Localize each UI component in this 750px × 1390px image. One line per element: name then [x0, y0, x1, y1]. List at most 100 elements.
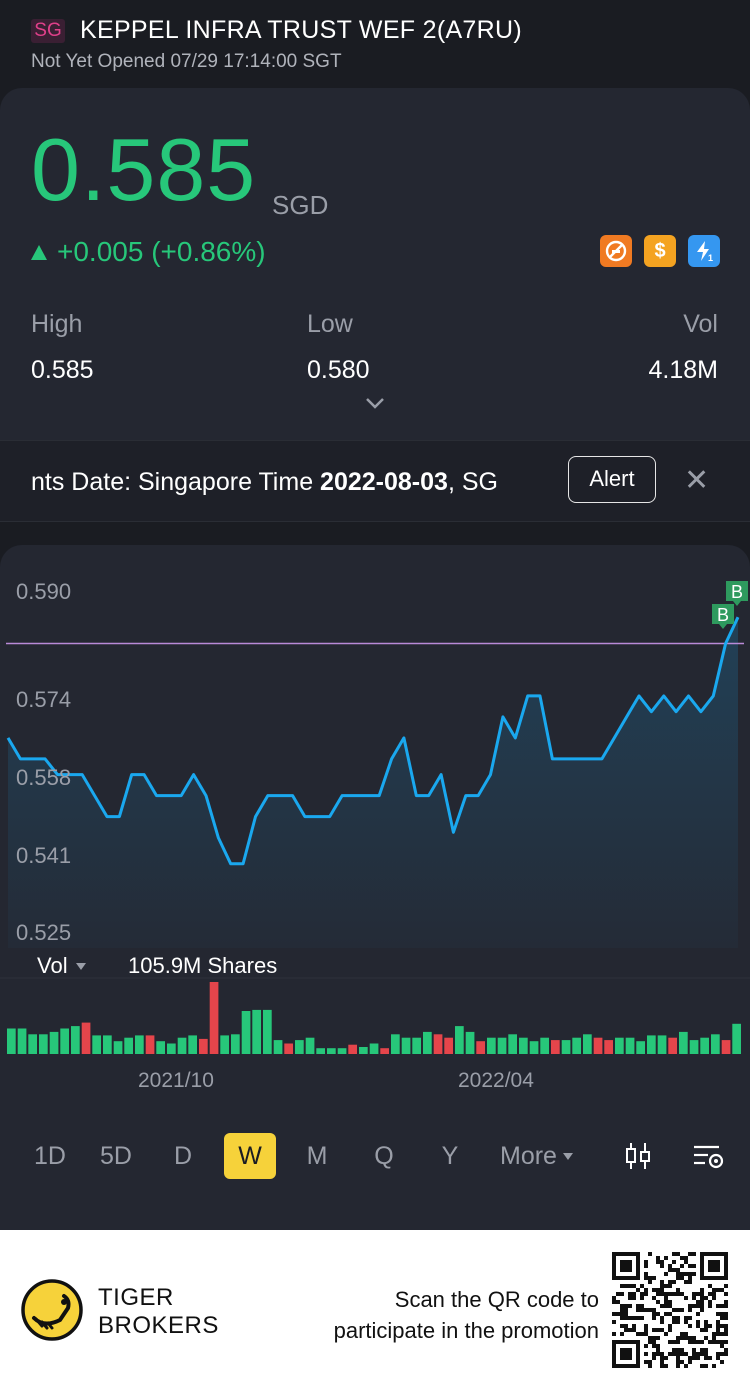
volume-bar — [647, 1035, 656, 1054]
alert-button[interactable]: Alert — [568, 456, 656, 503]
volume-bar — [337, 1048, 347, 1054]
volume-bar — [561, 1040, 571, 1054]
period-w[interactable]: W — [224, 1133, 276, 1179]
volume-bar — [412, 1037, 421, 1054]
volume-bar — [476, 1041, 485, 1054]
volume-bar — [721, 1040, 731, 1054]
chevron-down-icon[interactable] — [364, 396, 386, 410]
volume-bar — [551, 1040, 560, 1054]
dollar-icon[interactable]: $ — [644, 235, 676, 267]
volume-bar — [679, 1031, 688, 1054]
volume-total: 105.9M Shares — [128, 953, 278, 978]
price-chart[interactable]: BB — [0, 0, 750, 1230]
volume-bar — [700, 1037, 709, 1054]
y-tick-label: 0.525 — [16, 920, 72, 945]
period-1d[interactable]: 1D — [34, 1142, 66, 1170]
volume-bar — [7, 1028, 16, 1054]
period-d[interactable]: D — [173, 1142, 193, 1170]
volume-bar — [455, 1026, 464, 1054]
volume-bar — [316, 1048, 325, 1054]
y-tick-label: 0.558 — [16, 765, 72, 790]
flash-icon[interactable]: 1 — [688, 235, 720, 267]
notice-suffix: , SG — [447, 468, 498, 496]
volume-bar — [39, 1034, 48, 1054]
quote-badges: $ 1 — [600, 235, 720, 267]
promo-line-2: participate in the promotion — [333, 1318, 599, 1343]
y-tick-label: 0.541 — [16, 843, 72, 868]
volume-indicator-selector[interactable]: Vol — [37, 953, 86, 979]
volume-bar — [391, 1034, 400, 1054]
volume-bar — [156, 1041, 165, 1054]
period-5d[interactable]: 5D — [100, 1142, 132, 1170]
volume-bar — [433, 1034, 443, 1054]
volume-bar — [124, 1037, 133, 1054]
close-icon[interactable]: ✕ — [684, 464, 710, 497]
buy-marker[interactable]: B — [712, 604, 734, 629]
x-tick-label: 2021/10 — [138, 1069, 214, 1092]
quote-panel: 0.585 SGD +0.005 (+0.86%) $ 1 High 0.585… — [0, 88, 750, 440]
volume-bar — [348, 1044, 357, 1054]
volume-bar — [188, 1035, 197, 1054]
notice-banner: nts Date: Singapore Time 2022-08-03, SG … — [0, 440, 750, 522]
volume-bar — [81, 1022, 91, 1054]
volume-bar — [732, 1023, 741, 1054]
volume-bar — [284, 1043, 293, 1054]
y-tick-label: 0.590 — [16, 579, 72, 604]
period-m[interactable]: M — [306, 1142, 328, 1170]
volume-bar — [209, 982, 219, 1054]
volume-bar — [241, 1011, 251, 1054]
volume-bar — [199, 1038, 208, 1054]
volume-bar — [145, 1035, 155, 1054]
volume-bar — [497, 1037, 507, 1054]
no-short-icon[interactable] — [600, 235, 632, 267]
market-status: Not Yet Opened 07/29 17:14:00 SGT — [31, 51, 342, 72]
chart-settings-icon[interactable] — [691, 1141, 725, 1171]
market-badge: SG — [31, 19, 65, 43]
volume-bar — [508, 1034, 517, 1054]
svg-text:B: B — [717, 605, 729, 625]
high-label: High — [31, 310, 83, 338]
volume-bar — [71, 1026, 80, 1054]
period-more[interactable]: More — [500, 1133, 592, 1179]
volume-label: Vol — [683, 310, 718, 338]
volume-bar — [465, 1031, 475, 1054]
notice-date: 2022-08-03 — [320, 468, 448, 496]
volume-bar — [49, 1031, 59, 1054]
volume-bar — [327, 1048, 336, 1054]
qr-code-icon[interactable] — [612, 1252, 728, 1368]
period-selector: 1D 5D D W M Q Y More — [0, 1133, 750, 1179]
volume-bar — [689, 1040, 699, 1054]
volume-bar — [583, 1034, 592, 1054]
brand-line-2: BROKERS — [98, 1312, 219, 1339]
brand-line-1: TIGER — [98, 1284, 174, 1311]
volume-bar — [92, 1035, 101, 1054]
volume-bar — [487, 1037, 496, 1054]
last-price: 0.585 — [31, 120, 257, 219]
y-tick-label: 0.574 — [16, 687, 72, 712]
volume-bar — [359, 1047, 368, 1054]
volume-bar — [135, 1035, 144, 1054]
buy-marker[interactable]: B — [726, 581, 748, 606]
volume-bar — [369, 1043, 379, 1054]
volume-bar — [17, 1028, 27, 1054]
volume-bar — [519, 1037, 528, 1054]
period-y[interactable]: Y — [441, 1142, 459, 1170]
volume-bar — [113, 1041, 123, 1054]
volume-bar — [711, 1034, 720, 1054]
candlestick-icon[interactable] — [623, 1141, 653, 1171]
high-value: 0.585 — [31, 356, 94, 384]
volume-bar — [540, 1037, 549, 1054]
volume-bar — [273, 1040, 283, 1054]
price-change: +0.005 (+0.86%) — [31, 236, 266, 268]
volume-bar — [401, 1037, 411, 1054]
stock-title: KEPPEL INFRA TRUST WEF 2(A7RU) — [80, 16, 522, 44]
caret-down-icon — [562, 1153, 573, 1160]
up-arrow-icon — [31, 245, 47, 260]
volume-bar — [60, 1028, 69, 1054]
svg-text:1: 1 — [708, 253, 713, 263]
period-q[interactable]: Q — [374, 1142, 394, 1170]
svg-text:B: B — [731, 582, 743, 602]
promo-footer: TIGER BROKERS Scan the QR code to partic… — [0, 1230, 750, 1390]
volume-bar — [423, 1031, 432, 1054]
volume-bar — [668, 1037, 677, 1054]
